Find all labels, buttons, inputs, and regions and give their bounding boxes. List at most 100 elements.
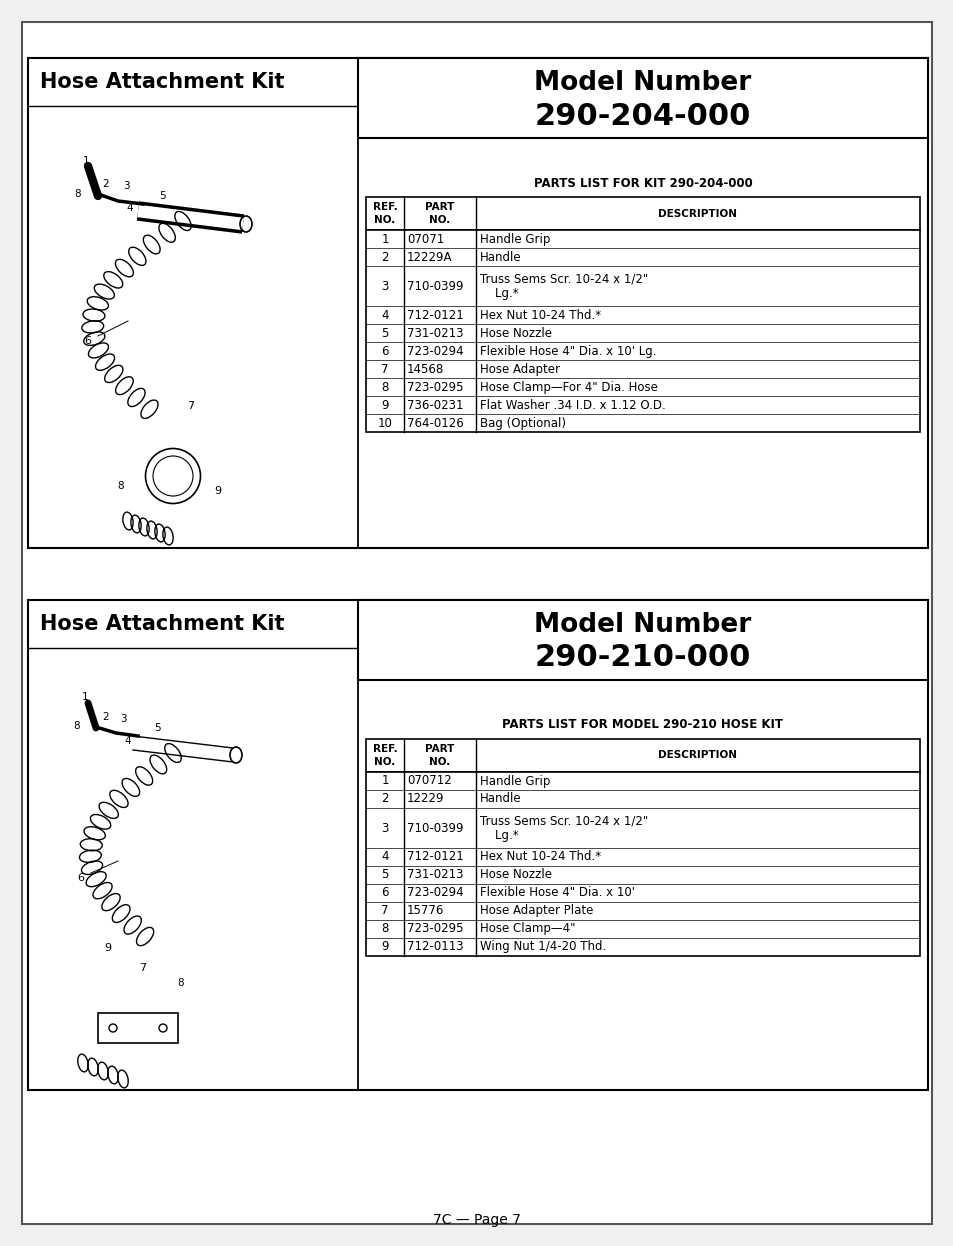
Text: 8: 8 bbox=[73, 721, 80, 731]
Text: 6: 6 bbox=[381, 344, 388, 358]
Bar bbox=[366, 739, 919, 773]
Text: 712-0113: 712-0113 bbox=[407, 941, 463, 953]
Text: 9: 9 bbox=[104, 943, 112, 953]
Text: 710-0399: 710-0399 bbox=[407, 279, 463, 293]
Text: 3: 3 bbox=[381, 821, 388, 835]
Text: Bag (Optional): Bag (Optional) bbox=[479, 416, 565, 430]
Text: Hose Adapter: Hose Adapter bbox=[479, 363, 559, 375]
Text: Flexible Hose 4" Dia. x 10' Lg.: Flexible Hose 4" Dia. x 10' Lg. bbox=[479, 344, 656, 358]
Text: 1: 1 bbox=[381, 233, 388, 245]
Text: 6: 6 bbox=[85, 336, 91, 346]
Text: 1: 1 bbox=[83, 156, 90, 166]
Bar bbox=[357, 601, 927, 680]
Text: REF.
NO.: REF. NO. bbox=[373, 202, 397, 224]
Text: Hose Attachment Kit: Hose Attachment Kit bbox=[40, 72, 284, 92]
Text: 2: 2 bbox=[381, 250, 388, 263]
Text: 4: 4 bbox=[381, 309, 388, 321]
Text: 3: 3 bbox=[119, 714, 126, 724]
Text: PARTS LIST FOR KIT 290-204-000: PARTS LIST FOR KIT 290-204-000 bbox=[533, 177, 752, 189]
Text: 764-0126: 764-0126 bbox=[407, 416, 463, 430]
Bar bbox=[366, 231, 919, 432]
Text: 3: 3 bbox=[381, 279, 388, 293]
Text: 8: 8 bbox=[381, 922, 388, 936]
Text: 723-0295: 723-0295 bbox=[407, 922, 463, 936]
Bar bbox=[366, 197, 919, 231]
Text: Handle Grip: Handle Grip bbox=[479, 775, 550, 787]
Text: 8: 8 bbox=[177, 978, 184, 988]
Text: Handle: Handle bbox=[479, 250, 521, 263]
Text: REF.
NO.: REF. NO. bbox=[373, 744, 397, 766]
Text: Handle Grip: Handle Grip bbox=[479, 233, 550, 245]
Text: 5: 5 bbox=[154, 723, 161, 733]
Text: Hose Adapter Plate: Hose Adapter Plate bbox=[479, 905, 593, 917]
Text: 7: 7 bbox=[381, 905, 388, 917]
Text: 7: 7 bbox=[381, 363, 388, 375]
Text: 6: 6 bbox=[381, 886, 388, 900]
Text: PART
NO.: PART NO. bbox=[425, 202, 455, 224]
Text: Truss Sems Scr. 10-24 x 1/2"
    Lg.*: Truss Sems Scr. 10-24 x 1/2" Lg.* bbox=[479, 272, 648, 300]
Text: 9: 9 bbox=[214, 486, 221, 496]
Text: 2: 2 bbox=[103, 711, 110, 721]
Text: 07071: 07071 bbox=[407, 233, 444, 245]
Text: PARTS LIST FOR MODEL 290-210 HOSE KIT: PARTS LIST FOR MODEL 290-210 HOSE KIT bbox=[502, 719, 782, 731]
Text: DESCRIPTION: DESCRIPTION bbox=[658, 208, 737, 218]
Text: Hose Clamp—4": Hose Clamp—4" bbox=[479, 922, 575, 936]
Text: 723-0294: 723-0294 bbox=[407, 344, 463, 358]
Text: 712-0121: 712-0121 bbox=[407, 309, 463, 321]
Text: 2: 2 bbox=[381, 792, 388, 805]
Text: 9: 9 bbox=[381, 941, 388, 953]
Text: 10: 10 bbox=[377, 416, 392, 430]
Bar bbox=[28, 59, 927, 548]
Text: 15776: 15776 bbox=[407, 905, 444, 917]
Text: 070712: 070712 bbox=[407, 775, 452, 787]
Text: Hose Clamp—For 4" Dia. Hose: Hose Clamp—For 4" Dia. Hose bbox=[479, 380, 658, 394]
Text: 1: 1 bbox=[381, 775, 388, 787]
Text: Hex Nut 10-24 Thd.*: Hex Nut 10-24 Thd.* bbox=[479, 851, 600, 863]
Text: 7: 7 bbox=[139, 963, 147, 973]
Text: 5: 5 bbox=[381, 326, 388, 339]
Text: Hose Nozzle: Hose Nozzle bbox=[479, 868, 552, 881]
Text: PART
NO.: PART NO. bbox=[425, 744, 455, 766]
Text: 290-210-000: 290-210-000 bbox=[535, 643, 750, 673]
Text: 8: 8 bbox=[74, 189, 81, 199]
Text: 710-0399: 710-0399 bbox=[407, 821, 463, 835]
Text: Hex Nut 10-24 Thd.*: Hex Nut 10-24 Thd.* bbox=[479, 309, 600, 321]
Bar bbox=[28, 601, 927, 1090]
Text: 3: 3 bbox=[123, 181, 130, 191]
Text: Hose Nozzle: Hose Nozzle bbox=[479, 326, 552, 339]
Bar bbox=[357, 59, 927, 138]
Text: 731-0213: 731-0213 bbox=[407, 326, 463, 339]
Text: 9: 9 bbox=[381, 399, 388, 411]
Text: Truss Sems Scr. 10-24 x 1/2"
    Lg.*: Truss Sems Scr. 10-24 x 1/2" Lg.* bbox=[479, 814, 648, 842]
Text: 2: 2 bbox=[103, 179, 110, 189]
Text: 8: 8 bbox=[381, 380, 388, 394]
Text: 4: 4 bbox=[127, 203, 133, 213]
Bar bbox=[366, 773, 919, 956]
Text: Model Number: Model Number bbox=[534, 70, 751, 96]
Text: 7C — Page 7: 7C — Page 7 bbox=[433, 1214, 520, 1227]
Text: 723-0294: 723-0294 bbox=[407, 886, 463, 900]
Text: 8: 8 bbox=[117, 481, 124, 491]
Bar bbox=[98, 1013, 178, 1043]
Text: DESCRIPTION: DESCRIPTION bbox=[658, 750, 737, 760]
Text: 736-0231: 736-0231 bbox=[407, 399, 463, 411]
Text: 712-0121: 712-0121 bbox=[407, 851, 463, 863]
Text: 731-0213: 731-0213 bbox=[407, 868, 463, 881]
Text: 4: 4 bbox=[381, 851, 388, 863]
Text: Wing Nut 1/4-20 Thd.: Wing Nut 1/4-20 Thd. bbox=[479, 941, 605, 953]
Text: Flexible Hose 4" Dia. x 10': Flexible Hose 4" Dia. x 10' bbox=[479, 886, 635, 900]
Text: 723-0295: 723-0295 bbox=[407, 380, 463, 394]
Text: 4: 4 bbox=[125, 736, 132, 746]
Text: Model Number: Model Number bbox=[534, 612, 751, 638]
Text: 290-204-000: 290-204-000 bbox=[535, 101, 750, 131]
Text: Flat Washer .34 I.D. x 1.12 O.D.: Flat Washer .34 I.D. x 1.12 O.D. bbox=[479, 399, 665, 411]
Text: 12229: 12229 bbox=[407, 792, 444, 805]
Text: 12229A: 12229A bbox=[407, 250, 452, 263]
Text: 6: 6 bbox=[77, 873, 85, 883]
Text: 5: 5 bbox=[159, 191, 166, 201]
Text: Handle: Handle bbox=[479, 792, 521, 805]
Text: 1: 1 bbox=[82, 692, 89, 701]
Text: 7: 7 bbox=[187, 401, 194, 411]
Text: 5: 5 bbox=[381, 868, 388, 881]
Text: Hose Attachment Kit: Hose Attachment Kit bbox=[40, 614, 284, 634]
